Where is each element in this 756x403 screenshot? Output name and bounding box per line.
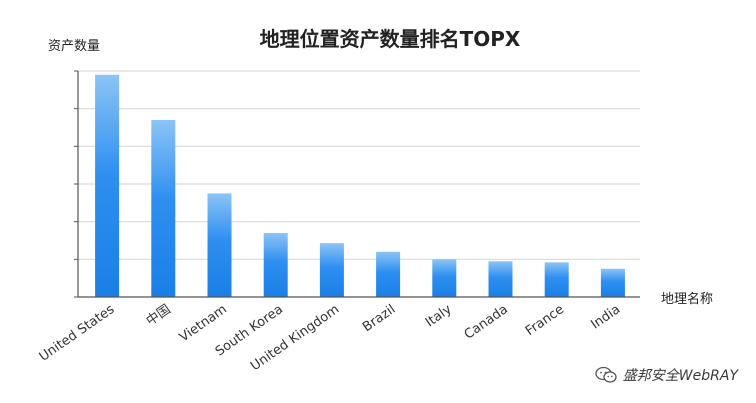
bar-3	[263, 232, 288, 297]
bar-8	[544, 262, 569, 297]
x-axis-label: 地理名称	[661, 291, 713, 307]
bar-6	[432, 259, 457, 297]
x-tick-label: India	[588, 302, 623, 333]
axes	[74, 70, 640, 298]
bar-5	[376, 251, 401, 297]
watermark: 盛邦安全WebRAY	[595, 365, 738, 385]
bar-0	[95, 74, 120, 298]
bars	[95, 74, 625, 298]
wechat-icon	[595, 366, 617, 383]
bar-1	[151, 119, 176, 297]
x-tick-label: Italy	[423, 302, 455, 331]
x-tick-label: Canada	[462, 302, 511, 343]
y-axis-label: 资产数量	[48, 39, 100, 54]
bar-2	[207, 193, 232, 297]
x-tick-label: 中国	[144, 302, 174, 329]
bar-7	[488, 261, 513, 297]
x-tick-label: France	[523, 302, 567, 339]
x-tick-label: United States	[37, 302, 118, 365]
watermark-text: 盛邦安全WebRAY	[622, 368, 738, 384]
bar-9	[600, 268, 625, 297]
x-tick-label: Brazil	[360, 302, 398, 335]
chart-title: 地理位置资产数量排名TOPX	[260, 27, 521, 51]
bar-4	[319, 243, 344, 297]
x-tick-label: Vietnam	[177, 302, 230, 345]
